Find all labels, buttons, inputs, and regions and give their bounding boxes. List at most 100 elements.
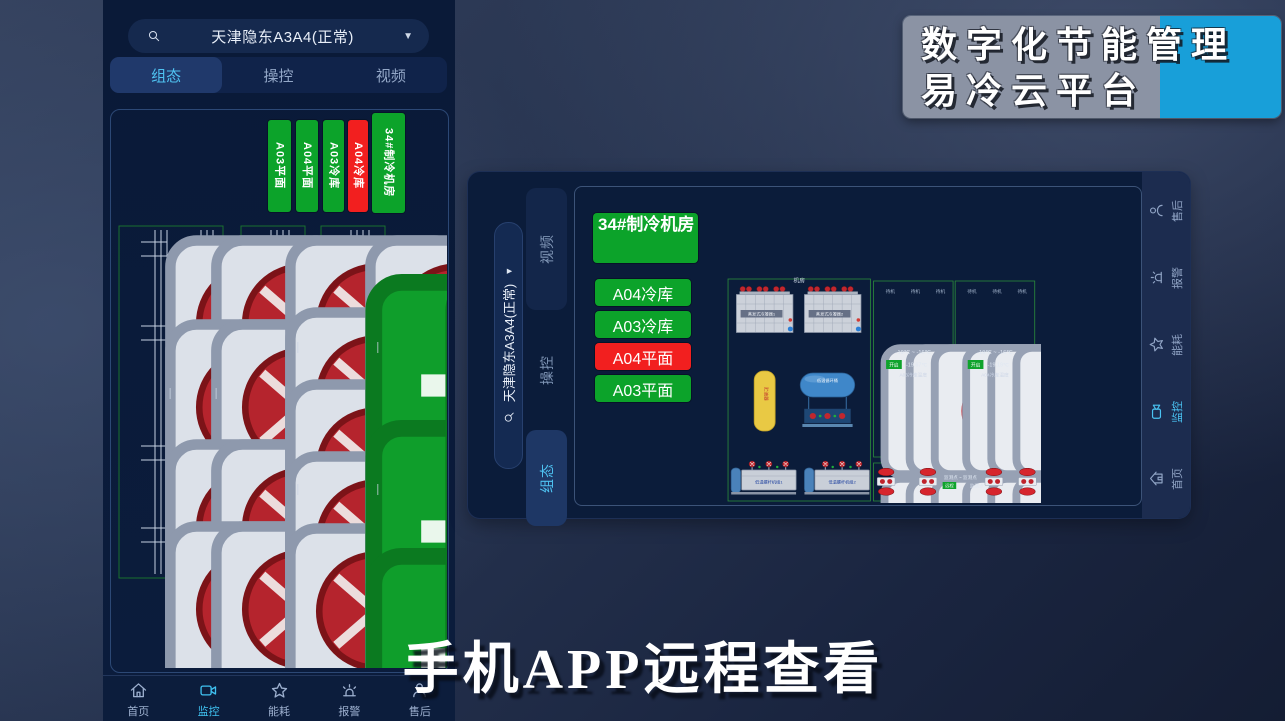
status-tags bbox=[374, 282, 447, 668]
phone-tab-bar: 组态 操控 视频 bbox=[110, 57, 447, 93]
condenser2-label: 蒸发式冷凝器2 bbox=[816, 311, 844, 317]
evaporative-condenser bbox=[735, 285, 794, 334]
tab-shipin[interactable]: 视频 bbox=[335, 57, 447, 93]
svg-text:待机: 待机 bbox=[992, 288, 1002, 295]
liquid-receiver-tank: 贮液器 bbox=[753, 370, 776, 432]
scada-main-panel: 34#制冷机房 A04冷库 A03冷库 A04平面 A03平面 机房 蒸发式冷凝… bbox=[574, 186, 1142, 506]
nav-item-home[interactable]: 首页 bbox=[1142, 448, 1190, 510]
tab-label: 操控 bbox=[538, 355, 555, 385]
monitor-icon bbox=[198, 680, 219, 701]
state-label: 开启 bbox=[971, 362, 981, 369]
tab-shipin[interactable]: 视频 bbox=[526, 188, 567, 310]
room-label: A03冷库 bbox=[612, 318, 674, 336]
vessel-label: 低温循环桶 bbox=[817, 377, 838, 383]
phone-portrait-screenshot: 天津隐东A3A4(正常) ▼ 组态 操控 视频 A03平面 A04平面 A03冷… bbox=[103, 0, 455, 721]
svg-text:待机: 待机 bbox=[911, 288, 921, 295]
nav-item-monitor[interactable]: 监控 bbox=[173, 676, 243, 721]
nav-item-home[interactable]: 首页 bbox=[103, 676, 173, 721]
temp-value: -19.67℃ bbox=[906, 363, 928, 369]
tab-zutai[interactable]: 组态 bbox=[110, 57, 223, 93]
low-temp-circulation-vessel: 低温循环桶 bbox=[799, 372, 856, 427]
screw-compressor-skid bbox=[803, 460, 870, 496]
room-button-a03-plan[interactable]: A03平面 bbox=[268, 120, 291, 212]
tab-label: 视频 bbox=[375, 67, 406, 85]
banner-line2: 易冷云平台 bbox=[921, 70, 1147, 111]
room-title: 机房 bbox=[793, 277, 805, 285]
room-button-a04-plan-alarm[interactable]: A04平面 bbox=[595, 343, 691, 370]
monitor-line: 监测点 ~ 监测点 bbox=[944, 474, 977, 481]
room-button-a03-plan[interactable]: A03平面 bbox=[595, 375, 691, 402]
room-label: A04平面 bbox=[301, 142, 313, 190]
temp-caption: A04冷库温度 bbox=[981, 372, 1009, 379]
skid1-label: 低温螺杆机组1 bbox=[755, 479, 783, 485]
room-button-a04-plan[interactable]: A04平面 bbox=[296, 120, 318, 212]
machine-room-diagram: 机房 蒸发式冷凝器1 蒸发式冷凝器2 贮液器 低温循环桶 bbox=[727, 277, 1041, 503]
svg-text:待机: 待机 bbox=[936, 288, 946, 295]
temp-range: -19℃ ~ -16℃ bbox=[896, 350, 932, 356]
tab-caokong[interactable]: 操控 bbox=[526, 322, 567, 418]
energy-icon bbox=[269, 680, 290, 701]
chevron-down-icon: ▼ bbox=[403, 30, 413, 42]
room-label: A03平面 bbox=[273, 142, 286, 190]
search-icon bbox=[146, 28, 162, 44]
phone-landscape-screenshot: 天津隐东A3A4(正常) ▼ 视频 操控 组态 34#制冷机房 A04冷库 A0… bbox=[468, 172, 1190, 526]
service-icon bbox=[1147, 202, 1166, 221]
home-icon bbox=[1147, 469, 1166, 488]
nav-item-service[interactable]: 售后 bbox=[1142, 180, 1190, 242]
banner-line1: 数字化节能管理 bbox=[921, 24, 1237, 65]
nav-label: 售后 bbox=[408, 705, 431, 718]
scada-canvas: A03平面 A04平面 A03冷库 A04冷库 34#制冷机房 bbox=[110, 109, 449, 673]
video-caption: 手机APP远程查看 bbox=[402, 639, 884, 701]
nav-item-monitor[interactable]: 监控 bbox=[1142, 381, 1190, 443]
nav-item-service[interactable]: 售后 bbox=[385, 676, 455, 721]
monitor-icon bbox=[1147, 402, 1166, 421]
landscape-nav-bar: 售后 报警 能耗 监控 首页 bbox=[1142, 172, 1190, 518]
room-button-a03-coldroom[interactable]: A03冷库 bbox=[323, 120, 344, 212]
evaporative-condenser bbox=[803, 285, 862, 334]
nav-label: 报警 bbox=[1172, 267, 1184, 290]
svg-text:待机: 待机 bbox=[886, 288, 896, 295]
room-label: A04冷库 bbox=[612, 286, 674, 304]
remote-badge bbox=[942, 482, 957, 489]
room-label: 34#制冷机房 bbox=[598, 215, 695, 234]
room-label: A03平面 bbox=[612, 382, 674, 400]
tab-label: 视频 bbox=[538, 234, 555, 264]
nav-item-energy[interactable]: 能耗 bbox=[244, 676, 314, 721]
nav-item-alarm[interactable]: 报警 bbox=[314, 676, 384, 721]
state-badge bbox=[967, 360, 984, 369]
temp-caption: A03冷库温度 bbox=[899, 372, 927, 379]
tab-label: 组态 bbox=[151, 67, 182, 85]
room-button-machine-room[interactable]: 34#制冷机房 bbox=[593, 213, 698, 263]
room-button-a04-coldroom[interactable]: A04冷库 bbox=[595, 279, 691, 306]
state-label: 开启 bbox=[889, 362, 899, 369]
tab-zutai[interactable]: 组态 bbox=[526, 430, 567, 526]
tab-label: 操控 bbox=[263, 67, 294, 85]
state-badge bbox=[886, 360, 902, 369]
nav-label: 监控 bbox=[1172, 400, 1184, 423]
search-icon bbox=[502, 410, 516, 424]
phone-bottom-nav: 首页 监控 能耗 报警 售后 bbox=[103, 675, 455, 721]
room-button-a03-coldroom[interactable]: A03冷库 bbox=[595, 311, 691, 338]
nav-item-energy[interactable]: 能耗 bbox=[1142, 314, 1190, 376]
title-banner: 数字化节能管理 易冷云平台 bbox=[903, 16, 1281, 118]
monitor-strip: 监测点 ~ 监测点 远程 监测点 bbox=[876, 468, 1037, 496]
alarm-icon bbox=[1147, 269, 1166, 288]
room-label: A03冷库 bbox=[327, 142, 340, 190]
evaporator-piping-diagram bbox=[118, 225, 447, 668]
nav-label: 首页 bbox=[1172, 467, 1184, 490]
svg-text:待机: 待机 bbox=[1017, 288, 1027, 295]
room-button-a04-coldroom-alarm[interactable]: A04冷库 bbox=[348, 120, 368, 212]
alarm-icon bbox=[339, 680, 360, 701]
room-label: A04冷库 bbox=[352, 142, 364, 190]
nav-label: 监控 bbox=[197, 705, 220, 718]
site-dropdown-rotated[interactable]: 天津隐东A3A4(正常) ▼ bbox=[494, 222, 523, 469]
nav-item-alarm[interactable]: 报警 bbox=[1142, 247, 1190, 309]
nav-label: 售后 bbox=[1172, 200, 1184, 223]
site-search-dropdown[interactable]: 天津隐东A3A4(正常) ▼ bbox=[128, 19, 429, 53]
skid2-label: 低温螺杆机组2 bbox=[828, 479, 856, 485]
room-button-machine-room[interactable]: 34#制冷机房 bbox=[372, 113, 405, 213]
svg-text:待机: 待机 bbox=[967, 288, 977, 295]
tab-caokong[interactable]: 操控 bbox=[222, 57, 334, 93]
room-label: A04平面 bbox=[612, 350, 674, 368]
